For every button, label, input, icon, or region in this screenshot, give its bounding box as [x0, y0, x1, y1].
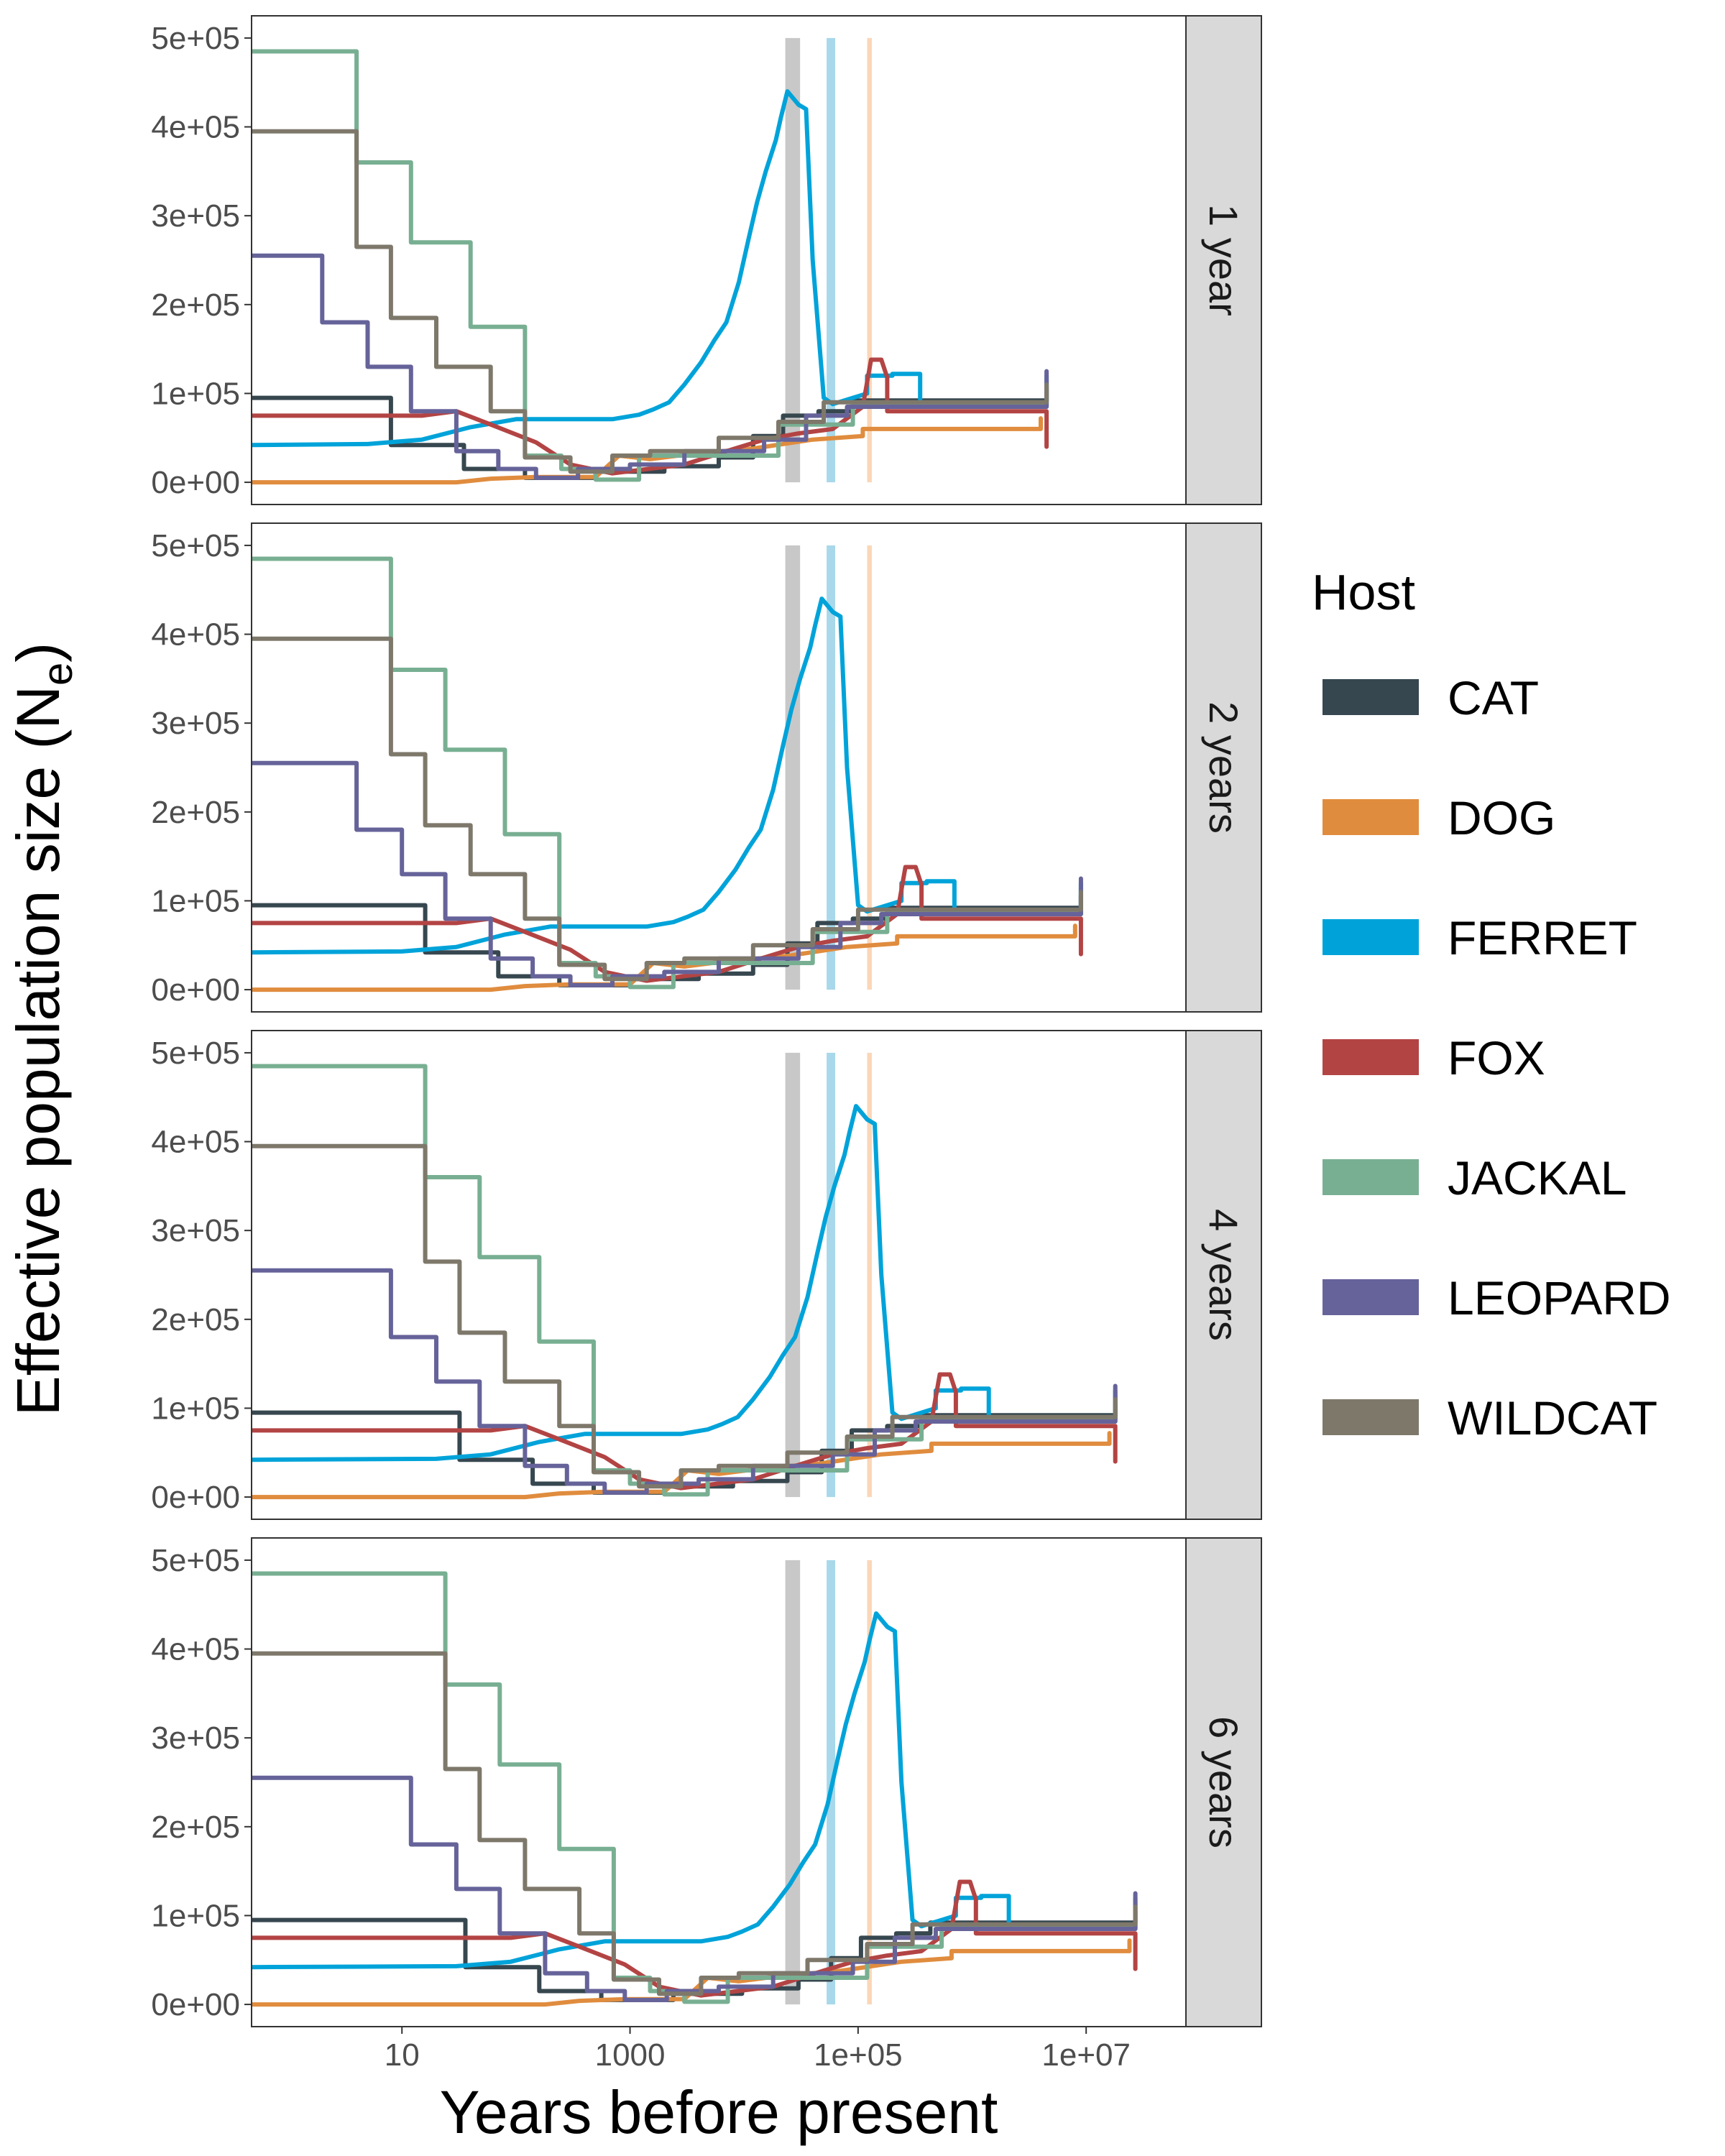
- reference-band-1: [785, 37, 801, 483]
- y-tick-label: 4e+05: [151, 1632, 240, 1667]
- series-lines: [252, 556, 1083, 992]
- x-tick-label: 1000: [595, 2037, 666, 2073]
- legend-title: Host: [1312, 564, 1415, 620]
- facet-strip: [1185, 522, 1262, 1013]
- y-axis-title: Effective population size (Ne): [4, 642, 81, 1416]
- legend-label-wildcat: WILDCAT: [1448, 1391, 1657, 1445]
- y-tick-label: 0e+00: [151, 465, 240, 500]
- panel-background: [252, 523, 1186, 1012]
- facet-strip-label: 2 years: [1201, 701, 1246, 834]
- y-tick-label: 5e+05: [151, 1036, 240, 1071]
- series-line-cat: [252, 1401, 1118, 1495]
- x-axis-title: Years before present: [440, 2078, 998, 2146]
- series-lines: [252, 49, 1049, 485]
- legend-key-jackal: [1322, 1159, 1419, 1195]
- legend-label-fox: FOX: [1448, 1031, 1545, 1084]
- y-tick-label: 5e+05: [151, 21, 240, 56]
- legend-label-leopard: LEOPARD: [1448, 1271, 1671, 1325]
- series-lines: [252, 1571, 1138, 2007]
- series-line-wildcat: [252, 1651, 1138, 1996]
- reference-band-3: [867, 1052, 872, 1498]
- panel-3: 0e+00 1e+05 2e+05 3e+05 4e+05 5e+05 4 years: [151, 1030, 1262, 1520]
- reference-band-3: [867, 37, 872, 483]
- series-line-wildcat: [252, 1143, 1118, 1489]
- y-tick-label: 3e+05: [151, 706, 240, 741]
- panel-background: [252, 1538, 1186, 2027]
- series-line-cat: [252, 1909, 1138, 2002]
- x-tick-label: 10: [385, 2037, 420, 2073]
- series-line-ferret: [252, 1104, 1118, 1462]
- y-tick-label: 4e+05: [151, 110, 240, 145]
- series-line-ferret: [252, 1611, 1138, 1970]
- panel-1: 0e+00 1e+05 2e+05 3e+05 4e+05 5e+05 1 year: [151, 15, 1262, 505]
- y-tick-label: 0e+00: [151, 1987, 240, 2022]
- facet-strip-label: 4 years: [1201, 1209, 1246, 1341]
- series-line-cat: [252, 387, 1049, 480]
- reference-band-2: [827, 37, 836, 483]
- panel-4: 0e+00 1e+05 2e+05 3e+05 4e+05 5e+05 6 years: [151, 1537, 1262, 2027]
- reference-band-1: [785, 1560, 801, 2005]
- y-tick-label: 4e+05: [151, 617, 240, 653]
- y-tick-label: 5e+05: [151, 528, 240, 563]
- reference-band-3: [867, 1560, 872, 2005]
- legend-key-cat: [1322, 679, 1419, 715]
- facet-strip: [1185, 1030, 1262, 1520]
- x-tick-label: 1e+05: [814, 2037, 903, 2073]
- legend-label-dog: DOG: [1448, 791, 1555, 844]
- panel-2: 0e+00 1e+05 2e+05 3e+05 4e+05 5e+05 2 years: [151, 522, 1262, 1013]
- x-tick-label: 1e+07: [1041, 2037, 1131, 2073]
- series-lines: [252, 1064, 1118, 1500]
- legend: Host CAT DOG FERRET FOX JACKAL LEOPARD WILDCAT: [1312, 564, 1671, 1445]
- facet-strip: [1185, 15, 1262, 505]
- legend-label-cat: CAT: [1448, 671, 1539, 724]
- panel-background: [252, 16, 1186, 505]
- y-tick-label: 5e+05: [151, 1543, 240, 1578]
- series-line-wildcat: [252, 129, 1049, 474]
- y-axis-title-subscript: e: [34, 663, 81, 686]
- reference-band-2: [827, 545, 836, 990]
- reference-band-1: [785, 545, 801, 990]
- facet-strip-label: 6 years: [1201, 1716, 1246, 1848]
- y-tick-label: 1e+05: [151, 376, 240, 411]
- y-tick-label: 2e+05: [151, 287, 240, 323]
- y-tick-label: 2e+05: [151, 1302, 240, 1337]
- panel-background: [252, 1031, 1186, 1519]
- y-axis-title-close: ): [4, 642, 72, 663]
- series-line-cat: [252, 894, 1083, 987]
- reference-band-2: [827, 1052, 836, 1498]
- y-tick-label: 0e+00: [151, 1480, 240, 1515]
- y-tick-label: 3e+05: [151, 198, 240, 234]
- y-tick-label: 3e+05: [151, 1213, 240, 1248]
- facet-strip-label: 1 year: [1201, 204, 1246, 316]
- y-tick-label: 2e+05: [151, 1810, 240, 1845]
- series-line-wildcat: [252, 636, 1083, 982]
- facet-strip: [1185, 1537, 1262, 2027]
- legend-key-leopard: [1322, 1279, 1419, 1315]
- y-axis-title-main: Effective population size (N: [4, 686, 72, 1416]
- reference-band-3: [867, 545, 872, 990]
- y-tick-label: 2e+05: [151, 795, 240, 830]
- legend-key-fox: [1322, 1039, 1419, 1075]
- y-tick-label: 1e+05: [151, 1391, 240, 1426]
- legend-key-dog: [1322, 799, 1419, 835]
- y-tick-label: 1e+05: [151, 883, 240, 918]
- legend-key-wildcat: [1322, 1399, 1419, 1435]
- reference-band-1: [785, 1052, 801, 1498]
- series-line-ferret: [252, 596, 1083, 955]
- y-tick-label: 0e+00: [151, 972, 240, 1008]
- y-tick-label: 4e+05: [151, 1125, 240, 1160]
- legend-key-ferret: [1322, 919, 1419, 955]
- legend-label-jackal: JACKAL: [1448, 1151, 1627, 1204]
- legend-label-ferret: FERRET: [1448, 911, 1637, 964]
- y-tick-label: 3e+05: [151, 1720, 240, 1756]
- y-tick-label: 1e+05: [151, 1898, 240, 1933]
- series-line-ferret: [252, 89, 1049, 448]
